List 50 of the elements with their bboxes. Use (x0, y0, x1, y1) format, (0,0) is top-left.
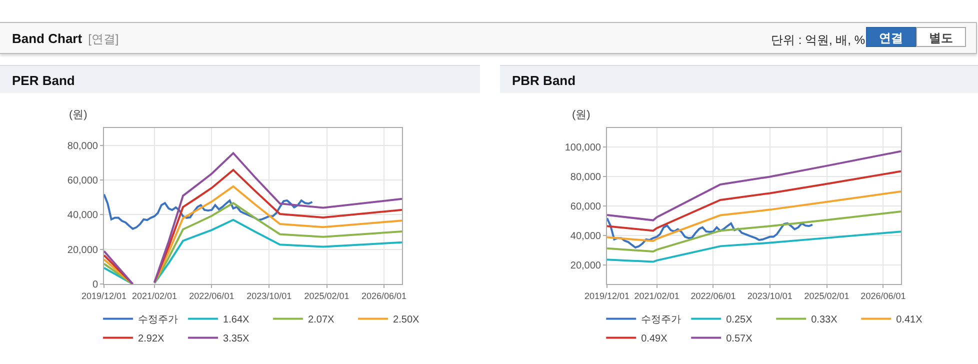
y-tick-label: 80,000 (67, 140, 98, 152)
x-tick-label: 2021/02/01 (132, 290, 177, 301)
legend-label: 0.25X (726, 314, 753, 326)
x-tick-label: 2022/06/01 (690, 290, 736, 301)
y-axis-title: (원) (572, 109, 590, 121)
x-tick-label: 2019/12/01 (81, 290, 127, 301)
line-series (104, 193, 314, 230)
legend-label: 0.33X (811, 314, 838, 326)
line-series (607, 170, 901, 232)
chart-title: PBR Band (500, 65, 978, 93)
x-tick-label: 2023/10/01 (246, 290, 292, 301)
line-series (607, 190, 901, 242)
y-tick-label: 60,000 (67, 176, 98, 186)
legend-label: 3.35X (223, 334, 250, 345)
text: Band Chart (12, 31, 82, 46)
legend-label: 1.64X (223, 314, 250, 326)
x-tick-label: 2026/06/01 (860, 290, 906, 301)
text: 별도 (916, 27, 966, 47)
x-tick-label: 2026/06/01 (361, 290, 406, 301)
y-tick-label: 80,000 (570, 172, 602, 184)
legend-label: 0.41X (896, 314, 923, 326)
chart-title: PER Band (0, 65, 480, 93)
text: [연결] (88, 32, 119, 46)
legend-label: 0.57X (726, 334, 753, 345)
y-tick-label: 40,000 (570, 230, 602, 242)
legend-label: 수정주가 (641, 314, 682, 326)
y-tick-label: 20,000 (67, 244, 98, 256)
legend-label: 수정주가 (138, 314, 178, 326)
x-tick-label: 2025/02/01 (804, 290, 850, 301)
x-tick-label: 2021/02/01 (634, 290, 680, 301)
y-tick-label: 0 (92, 280, 98, 290)
text: 단위 : 억원, 배, % (771, 32, 866, 49)
y-axis-title: (원) (69, 109, 88, 121)
y-tick-label: 20,000 (570, 260, 602, 272)
y-tick-label: 40,000 (67, 210, 98, 222)
text: 연결 (866, 27, 916, 47)
line-series (607, 150, 901, 222)
legend-label: 2.50X (393, 314, 420, 326)
legend-label: 0.49X (641, 334, 668, 345)
line-series (607, 210, 901, 252)
x-tick-label: 2019/12/01 (584, 290, 630, 301)
legend-label: 2.92X (138, 334, 165, 345)
y-tick-label: 60,000 (570, 202, 602, 212)
line-series (607, 217, 814, 248)
x-tick-label: 2025/02/01 (304, 290, 350, 301)
x-tick-label: 2022/06/01 (189, 290, 234, 301)
line-series (607, 230, 901, 263)
y-tick-label: 100,000 (564, 142, 602, 154)
legend-label: 2.07X (308, 314, 335, 326)
x-tick-label: 2023/10/01 (747, 290, 792, 301)
